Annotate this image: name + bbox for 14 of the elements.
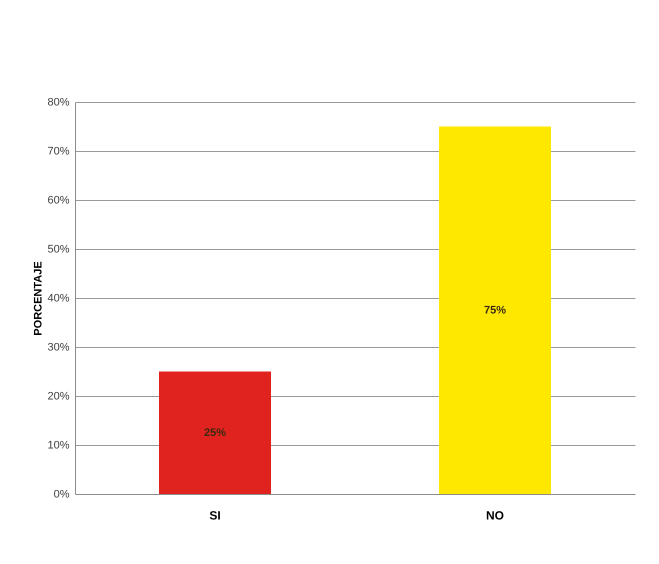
y-tick-label: 60%	[47, 194, 70, 206]
y-tick-label: 10%	[47, 440, 70, 452]
y-tick-label: 40%	[47, 292, 70, 304]
y-tick-label: 70%	[47, 146, 70, 158]
y-tick-label: 50%	[47, 244, 70, 256]
y-tick-label: 80%	[47, 96, 70, 108]
x-tick-label: NO	[486, 508, 504, 522]
data-label: 75%	[484, 304, 506, 316]
y-tick-label: 30%	[47, 342, 70, 354]
y-axis-title: PORCENTAJE	[32, 261, 44, 336]
y-tick-label: 0%	[54, 488, 70, 500]
data-label: 25%	[204, 426, 226, 439]
y-tick-label: 20%	[47, 390, 70, 402]
x-tick-label: SI	[209, 508, 221, 522]
